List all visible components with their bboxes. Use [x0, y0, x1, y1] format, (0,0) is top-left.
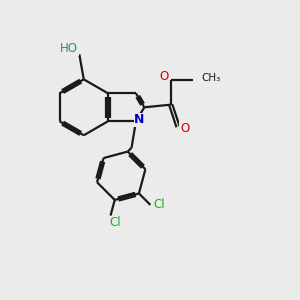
Text: CH₃: CH₃	[201, 73, 220, 83]
Text: O: O	[180, 122, 189, 135]
Text: O: O	[160, 70, 169, 83]
Text: N: N	[134, 113, 145, 126]
Text: Cl: Cl	[109, 216, 121, 230]
Text: HO: HO	[60, 42, 78, 55]
Text: Cl: Cl	[153, 198, 165, 212]
